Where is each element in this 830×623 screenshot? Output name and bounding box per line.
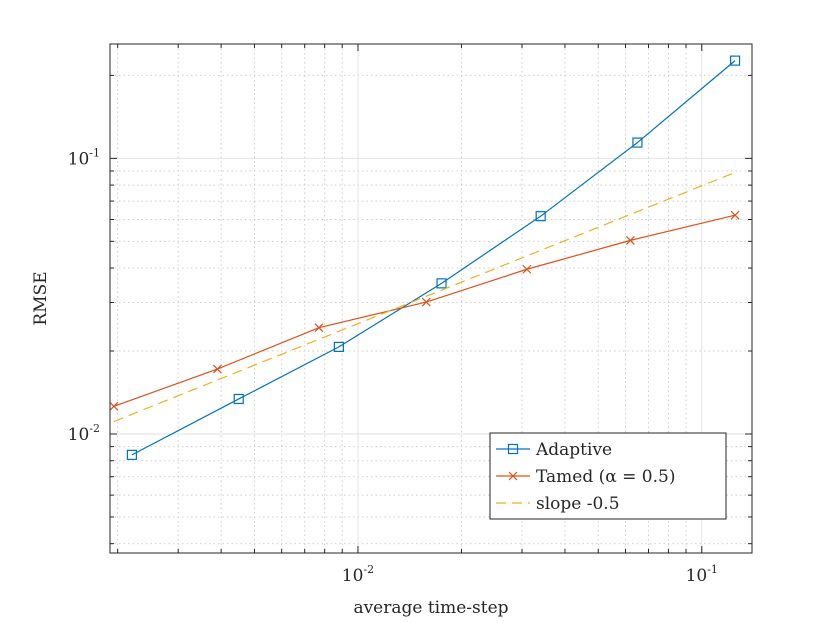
data-point-tamed-0-5: [421, 297, 431, 307]
data-point-tamed-0-5: [522, 264, 532, 274]
data-point-adaptive: [729, 55, 741, 66]
data-point-tamed-0-5-stroke-b: [314, 323, 324, 333]
data-point-adaptive: [436, 278, 447, 289]
legend-marker-adaptive: [507, 443, 519, 455]
data-point-tamed-0-5: [625, 235, 635, 245]
data-point-tamed-0-5: [109, 401, 119, 411]
data-point-adaptive: [632, 137, 643, 148]
series-adaptive: [126, 55, 741, 460]
data-point-tamed-0-5-stroke-b: [109, 401, 119, 411]
data-point-tamed-0-5: [212, 364, 222, 374]
series-layer: [109, 55, 741, 460]
legend-marker-tamed-0-5: [508, 471, 518, 481]
legend-marker-tamed-0-5-stroke-b: [508, 471, 518, 481]
legend-item-adaptive: Adaptive: [496, 440, 612, 460]
tick-labels: 10-2 10-1 10-2 10-1: [68, 146, 718, 586]
y-axis-label: RMSE: [31, 271, 51, 325]
axes-frame: [109, 43, 753, 554]
tick-marks: [110, 44, 752, 553]
data-point-adaptive: [126, 449, 137, 460]
x-tick-label: 10-2: [342, 563, 374, 586]
x-tick-label: 10-1: [686, 563, 718, 586]
data-point-tamed-0-5-stroke-b: [730, 210, 740, 220]
data-point-adaptive: [333, 341, 344, 353]
series-tamed-0-5: [109, 210, 740, 411]
data-point-tamed-0-5: [730, 210, 740, 220]
legend-label-tamed-0-5: Tamed (α = 0.5): [536, 467, 675, 487]
data-point-adaptive: [535, 211, 546, 222]
data-point-tamed-0-5-stroke-b: [421, 297, 431, 307]
y-tick-label: 10-2: [68, 422, 100, 445]
legend-label-slope-0-5: slope -0.5: [536, 494, 620, 514]
series-line-adaptive: [131, 60, 736, 456]
legend: Adaptive Tamed (α = 0.5) slope -0.5: [489, 432, 727, 520]
axes-box: [109, 43, 753, 554]
data-point-tamed-0-5: [314, 323, 324, 333]
data-point-tamed-0-5-stroke-b: [625, 235, 635, 245]
data-point-tamed-0-5-stroke-b: [522, 264, 532, 274]
legend-item-tamed-0-5: Tamed (α = 0.5): [496, 467, 675, 487]
legend-item-slope-0-5: slope -0.5: [496, 494, 620, 514]
y-tick-label: 10-1: [68, 146, 100, 169]
data-point-adaptive: [233, 393, 244, 405]
data-point-tamed-0-5-stroke-b: [212, 364, 222, 374]
legend-label-adaptive: Adaptive: [535, 440, 612, 460]
x-axis-label: average time-step: [353, 598, 508, 618]
